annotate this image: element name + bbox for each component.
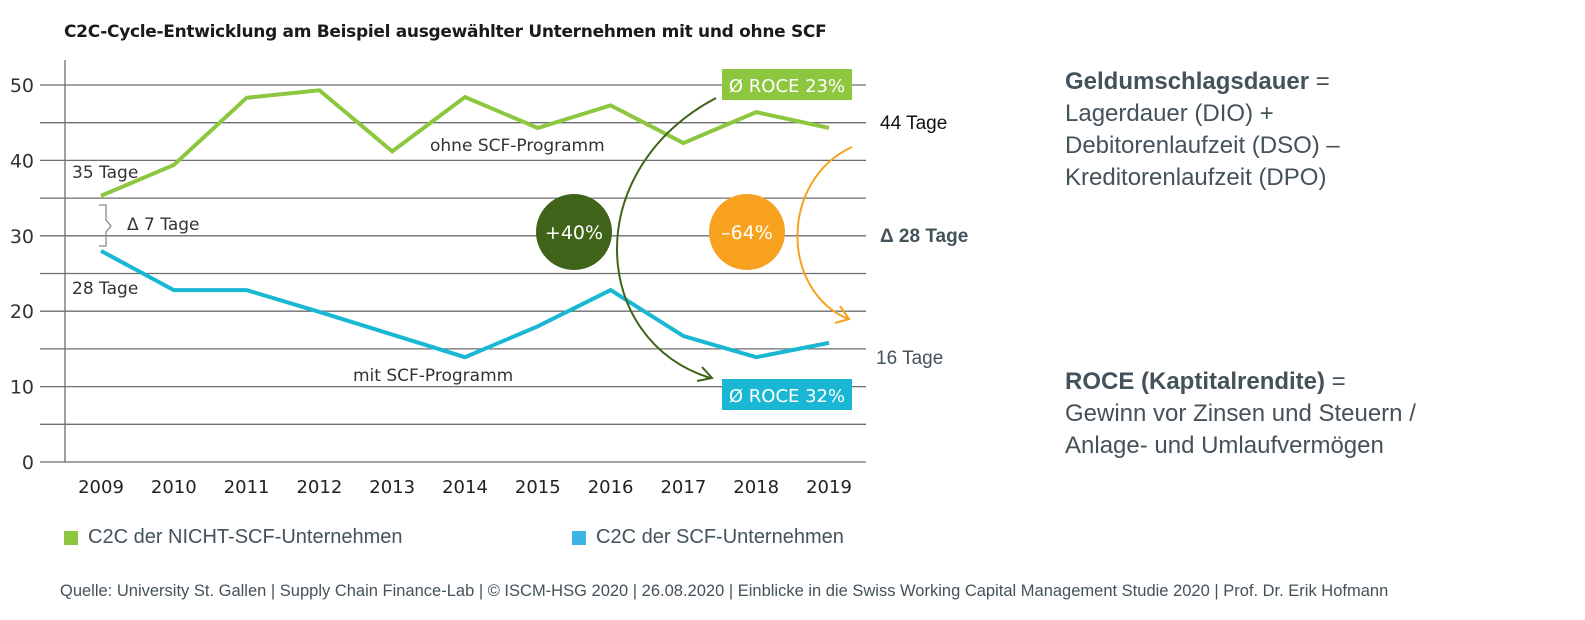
legend-item-non-scf: C2C der NICHT-SCF-Unternehmen	[64, 526, 403, 549]
series-lines	[100, 88, 830, 360]
c2c-definition: Geldumschlagsdauer = Lagerdauer (DIO) + …	[1065, 66, 1340, 194]
circle-label-orange: –64%	[721, 222, 773, 244]
arrow-head-icon	[834, 305, 851, 324]
y-tick-label: 10	[10, 377, 34, 399]
x-tick-label: 2009	[78, 477, 124, 498]
legend-label: C2C der SCF-Unternehmen	[596, 526, 844, 548]
x-tick-label: 2011	[224, 477, 270, 498]
delta-start-label: Δ 7 Tage	[127, 215, 200, 235]
y-tick-label: 20	[10, 301, 34, 323]
roce-label-green: Ø ROCE 23%	[729, 76, 845, 97]
start-label-green: 35 Tage	[72, 163, 138, 183]
arrow-head-icon	[696, 366, 714, 382]
c2c-term: Geldumschlagsdauer	[1065, 68, 1310, 95]
series-label-blue: mit SCF-Programm	[353, 366, 513, 386]
source-footer: Quelle: University St. Gallen | Supply C…	[60, 582, 1389, 600]
y-tick-label: 50	[10, 75, 34, 97]
x-tick-label: 2015	[515, 477, 561, 498]
roce-term: ROCE (Kaptitalrendite)	[1065, 368, 1326, 395]
circle-label-green: +40%	[545, 222, 603, 244]
roce-badge-blue	[722, 379, 852, 410]
roce-line: Gewinn vor Zinsen und Steuern /	[1065, 400, 1416, 427]
end-label-green: 44 Tage	[880, 113, 947, 134]
end-label-blue: 16 Tage	[876, 348, 943, 369]
series-line-scf	[100, 249, 830, 360]
c2c-line: Lagerdauer (DIO) +	[1065, 100, 1274, 127]
c2c-line: Kreditorenlaufzeit (DPO)	[1065, 164, 1327, 191]
x-tick-label: 2014	[442, 477, 488, 498]
y-tick-label: 0	[22, 452, 34, 474]
legend-swatch-blue	[572, 530, 586, 545]
x-tick-label: 2013	[369, 477, 415, 498]
c2c-line: Debitorenlaufzeit (DSO) –	[1065, 132, 1340, 159]
roce-line: Anlage- und Umlaufvermögen	[1065, 432, 1384, 459]
circle-badge-green	[536, 194, 612, 270]
roce-label-blue: Ø ROCE 32%	[729, 386, 845, 407]
delta-end-label: Δ 28 Tage	[880, 226, 968, 247]
y-tick-label: 40	[10, 150, 34, 172]
brace-icon	[99, 204, 112, 247]
start-label-blue: 28 Tage	[72, 279, 138, 299]
arrow-c2c-arc	[796, 146, 853, 320]
series-label-green: ohne SCF-Programm	[430, 136, 605, 156]
x-tick-label: 2017	[660, 477, 706, 498]
arrow-roce-arc	[616, 97, 717, 379]
roce-equals: =	[1325, 368, 1346, 395]
x-tick-label: 2019	[806, 477, 852, 498]
roce-badge-green	[722, 69, 852, 100]
x-axis-labels: 2009 2010 2011 2012 2013 2014 2015 2016 2017 2018…	[78, 477, 852, 498]
x-tick-label: 2018	[733, 477, 779, 498]
chart-title: C2C-Cycle-Entwicklung am Beispiel ausgew…	[64, 22, 827, 42]
annotations: 35 Tage 28 Tage Δ 7 Tage ohne SCF-Programm m…	[72, 69, 968, 410]
x-tick-label: 2012	[296, 477, 342, 498]
y-axis: 0 10 20 30 40 50	[10, 60, 66, 474]
roce-definition: ROCE (Kaptitalrendite) = Gewinn vor Zins…	[1065, 366, 1416, 462]
legend-swatch-green	[64, 530, 78, 545]
y-tick-label: 30	[10, 226, 34, 248]
x-tick-label: 2010	[151, 477, 197, 498]
x-tick-label: 2016	[588, 477, 634, 498]
legend-label: C2C der NICHT-SCF-Unternehmen	[88, 526, 403, 548]
c2c-equals: =	[1309, 68, 1330, 95]
legend-item-scf: C2C der SCF-Unternehmen	[572, 526, 844, 549]
circle-badge-orange	[709, 194, 785, 270]
